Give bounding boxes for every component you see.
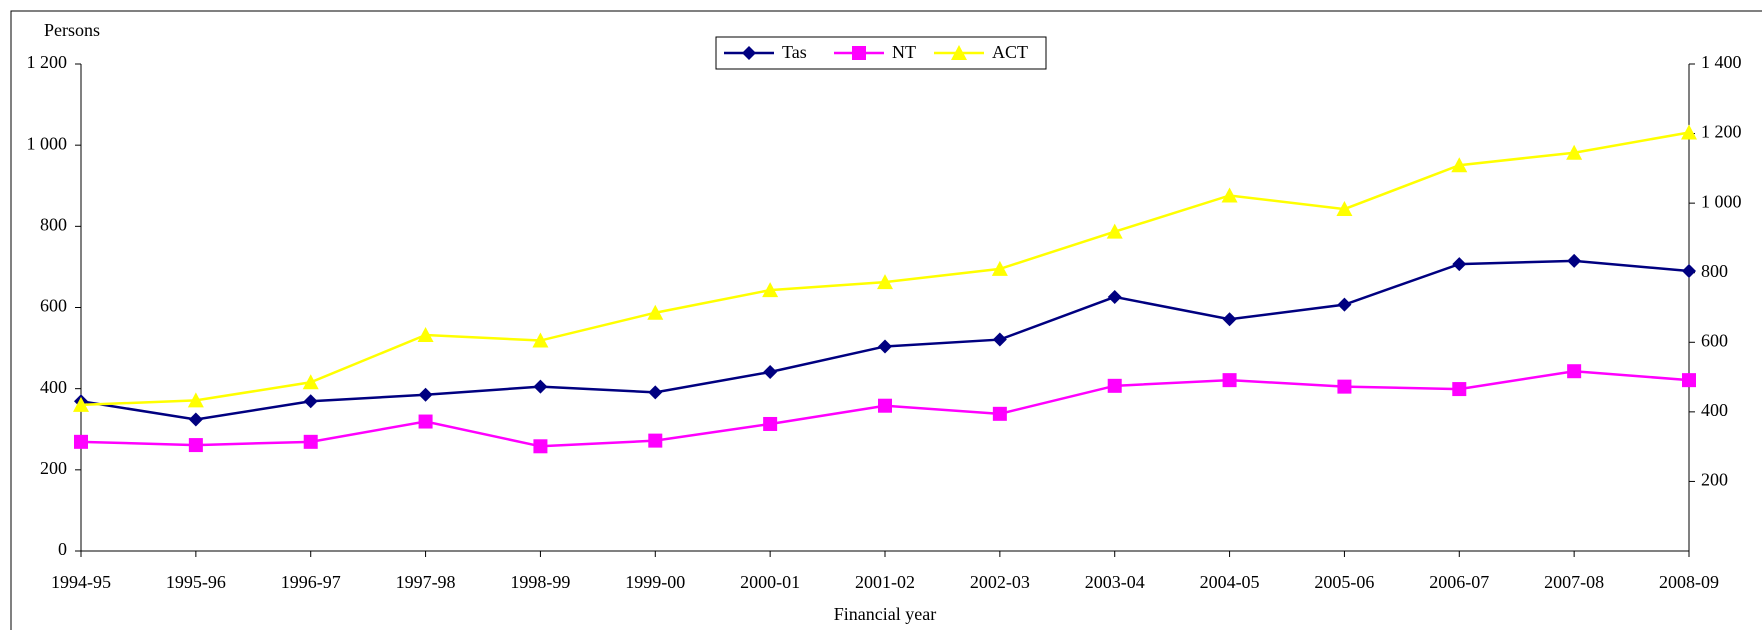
data-point — [878, 398, 892, 413]
x-tick-label: 1995-96 — [166, 572, 226, 592]
x-tick-label: 2008-09 — [1659, 572, 1719, 592]
data-point — [647, 304, 664, 320]
data-point — [188, 438, 203, 453]
data-point — [73, 396, 89, 412]
data-point — [1107, 378, 1122, 393]
data-point — [533, 379, 548, 394]
data-point — [187, 392, 204, 408]
y2-tick-label: 400 — [1701, 400, 1728, 420]
data-point — [992, 332, 1007, 347]
x-tick-label: 1999-00 — [625, 572, 685, 592]
y-tick-label: 0 — [58, 539, 67, 559]
y2-tick-label: 1 000 — [1701, 191, 1742, 211]
y-axis-label: Persons — [44, 20, 100, 40]
data-point — [648, 433, 663, 448]
legend-label: ACT — [992, 42, 1028, 62]
data-point — [74, 434, 88, 449]
data-point — [1566, 144, 1583, 160]
y2-tick-label: 800 — [1701, 261, 1728, 281]
x-tick-label: 1996-97 — [281, 572, 341, 592]
data-point — [1337, 297, 1352, 312]
x-tick-label: 2002-03 — [970, 572, 1030, 592]
data-point — [1451, 157, 1468, 173]
data-point — [1336, 201, 1353, 217]
data-point — [762, 282, 779, 298]
y-tick-label: 800 — [40, 214, 67, 234]
x-tick-label: 2000-01 — [740, 572, 800, 592]
data-point — [992, 406, 1007, 421]
legend-label: Tas — [782, 42, 807, 62]
data-point — [1106, 223, 1123, 239]
y2-tick-label: 600 — [1701, 330, 1728, 350]
data-point — [1452, 257, 1467, 272]
data-point — [877, 274, 893, 290]
data-point — [1682, 263, 1696, 278]
x-tick-label: 2006-07 — [1429, 572, 1489, 592]
data-point — [302, 374, 319, 390]
data-point — [418, 414, 433, 429]
data-point — [188, 412, 203, 427]
data-point — [1337, 379, 1352, 394]
legend-label: NT — [892, 42, 916, 62]
data-point — [418, 387, 433, 402]
y2-tick-label: 1 200 — [1701, 122, 1742, 142]
data-point — [1221, 187, 1238, 203]
data-point — [303, 434, 318, 449]
data-point — [763, 365, 778, 380]
x-tick-label: 2003-04 — [1085, 572, 1145, 592]
data-point — [1452, 382, 1467, 397]
y2-tick-label: 1 400 — [1701, 52, 1742, 72]
x-tick-label: 2004-05 — [1200, 572, 1260, 592]
data-point — [648, 385, 663, 400]
y2-tick-label: 200 — [1701, 470, 1728, 490]
x-tick-label: 1998-99 — [510, 572, 570, 592]
legend-marker — [852, 46, 866, 60]
chart-frame — [10, 10, 1762, 630]
y-tick-label: 1 200 — [27, 52, 68, 72]
data-point — [1682, 373, 1696, 388]
x-tick-label: 2007-08 — [1544, 572, 1604, 592]
data-point — [1222, 312, 1237, 327]
data-point — [1222, 373, 1237, 388]
x-tick-label: 2005-06 — [1314, 572, 1374, 592]
x-axis-label: Financial year — [834, 604, 936, 624]
data-point — [1681, 124, 1697, 140]
y-tick-label: 1 000 — [27, 133, 68, 153]
data-point — [533, 439, 548, 454]
legend-marker — [742, 46, 756, 60]
y-tick-label: 600 — [40, 296, 67, 316]
data-point — [1107, 289, 1122, 304]
y-tick-label: 200 — [40, 458, 67, 478]
x-tick-label: 1997-98 — [396, 572, 456, 592]
data-point — [991, 260, 1008, 276]
x-tick-label: 2001-02 — [855, 572, 915, 592]
x-tick-label: 1994-95 — [51, 572, 111, 592]
legend-marker — [951, 45, 967, 60]
data-point — [763, 416, 778, 431]
data-point — [1567, 253, 1582, 268]
data-point — [532, 332, 549, 348]
y-tick-label: 400 — [40, 377, 67, 397]
data-point — [1567, 364, 1582, 379]
data-point — [878, 339, 892, 354]
data-point — [303, 394, 318, 409]
data-point — [417, 326, 434, 342]
